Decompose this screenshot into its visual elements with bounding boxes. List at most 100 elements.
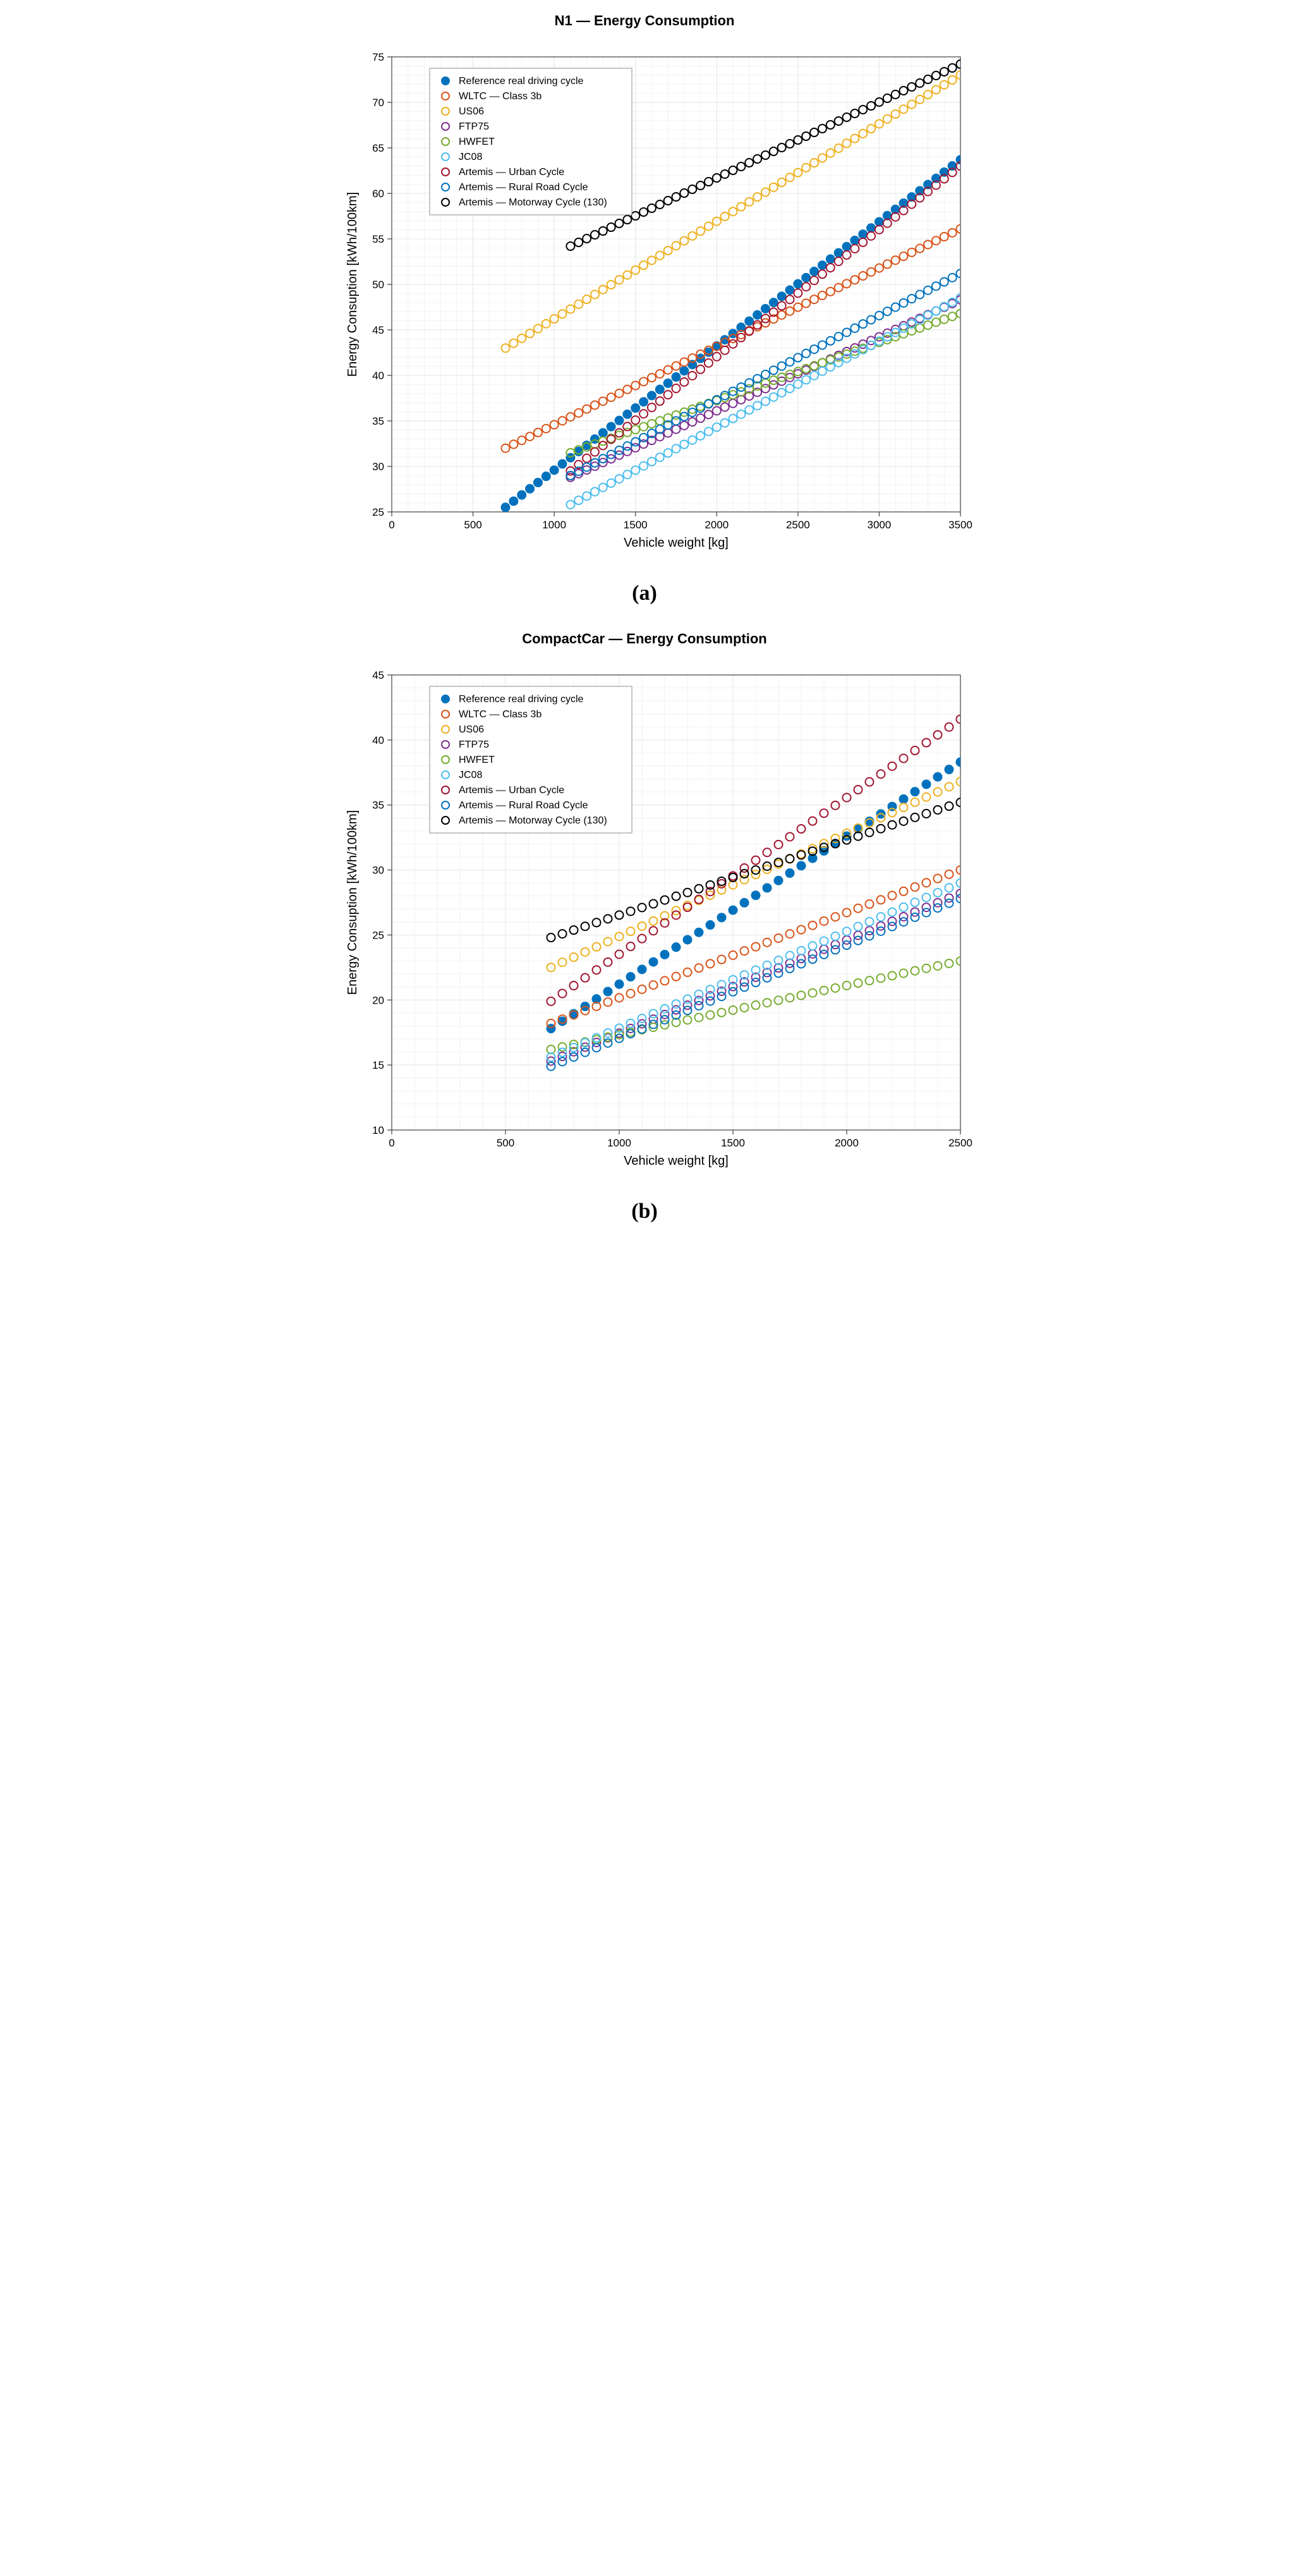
xlabel: Vehicle weight [kg] (624, 536, 729, 550)
ytick-label: 60 (372, 188, 384, 200)
legend-label: HWFET (459, 137, 495, 147)
marker (786, 286, 794, 295)
legend-label: HWFET (459, 755, 495, 765)
marker (650, 958, 658, 966)
marker (672, 373, 681, 381)
chart-b: CompactCar — Energy Consumption 0 500 1000 1… (341, 631, 948, 1174)
marker (661, 951, 669, 959)
marker (770, 298, 778, 307)
xtick-label: 1500 (721, 1137, 745, 1149)
marker (631, 404, 639, 412)
marker (599, 428, 607, 437)
marker (752, 891, 760, 899)
legend-label: US06 (459, 724, 484, 735)
marker (859, 230, 867, 238)
subcaption: (b) (13, 1200, 1276, 1224)
marker (517, 491, 526, 499)
marker (604, 987, 612, 995)
legend-marker (442, 695, 449, 703)
marker (875, 217, 883, 226)
legend-label: Artemis — Urban Cycle (459, 785, 564, 796)
chart-title: CompactCar — Energy Consumption (341, 631, 948, 647)
marker (680, 367, 688, 375)
marker (684, 935, 692, 944)
marker (526, 485, 534, 493)
marker (559, 460, 567, 468)
marker (623, 410, 631, 418)
legend-label: Artemis — Rural Road Cycle (459, 800, 588, 811)
marker (883, 212, 892, 220)
marker (763, 884, 772, 892)
marker (615, 980, 624, 988)
marker (706, 921, 715, 929)
chart-svg: 0500100015002000250030003500253035404550… (341, 32, 973, 556)
legend-label: FTP75 (459, 739, 489, 750)
marker (502, 503, 510, 511)
marker (786, 869, 794, 877)
marker (627, 973, 635, 981)
xtick-label: 0 (389, 519, 394, 531)
legend-label: Artemis — Motorway Cycle (130) (459, 197, 607, 208)
legend-label: Artemis — Urban Cycle (459, 167, 564, 178)
xtick-label: 0 (389, 1137, 394, 1149)
ytick-label: 35 (372, 415, 384, 427)
marker (867, 224, 875, 232)
xtick-label: 2500 (786, 519, 810, 531)
ytick-label: 50 (372, 279, 384, 291)
marker (607, 423, 615, 431)
marker (745, 317, 753, 325)
ytick-label: 40 (372, 370, 384, 382)
marker (741, 899, 749, 907)
legend-label: Artemis — Rural Road Cycle (459, 182, 588, 193)
legend-label: US06 (459, 106, 484, 117)
legend-label: Reference real driving cycle (459, 694, 584, 705)
marker (797, 861, 806, 870)
ytick-label: 25 (372, 506, 384, 518)
ytick-label: 55 (372, 233, 384, 245)
marker (664, 379, 672, 387)
legend-label: Artemis — Motorway Cycle (130) (459, 815, 607, 826)
legend-label: JC08 (459, 770, 482, 781)
legend: Reference real driving cycle WLTC — Class… (430, 68, 632, 215)
ytick-label: 20 (372, 994, 384, 1006)
marker (911, 787, 919, 796)
xtick-label: 2000 (835, 1137, 859, 1149)
xtick-label: 1000 (542, 519, 566, 531)
legend-label: Reference real driving cycle (459, 76, 584, 87)
marker (656, 386, 664, 394)
xtick-label: 3000 (868, 519, 892, 531)
xtick-label: 500 (497, 1137, 514, 1149)
marker (835, 249, 843, 257)
legend-label: WLTC — Class 3b (459, 91, 542, 102)
marker (900, 795, 908, 803)
xtick-label: 2000 (705, 519, 729, 531)
marker (761, 305, 770, 313)
marker (843, 243, 851, 251)
ytick-label: 75 (372, 51, 384, 63)
marker (802, 274, 810, 282)
ylabel: Energy Consuption [kWh/100km] (346, 810, 360, 995)
marker (850, 236, 859, 245)
ylabel: Energy Consuption [kWh/100km] (346, 192, 360, 377)
marker (957, 758, 965, 766)
xtick-label: 1500 (624, 519, 648, 531)
ytick-label: 10 (372, 1124, 384, 1136)
marker (934, 773, 942, 781)
marker (534, 478, 542, 487)
ytick-label: 25 (372, 929, 384, 941)
xtick-label: 500 (464, 519, 481, 531)
marker (729, 906, 737, 914)
marker (639, 398, 648, 406)
xtick-label: 1000 (607, 1137, 631, 1149)
ytick-label: 40 (372, 734, 384, 746)
ytick-label: 30 (372, 461, 384, 473)
marker (826, 255, 835, 263)
marker (818, 261, 826, 269)
chart-svg: 050010001500200025001015202530354045Vehi… (341, 650, 973, 1174)
ytick-label: 35 (372, 799, 384, 811)
legend-label: FTP75 (459, 121, 489, 132)
marker (550, 466, 559, 474)
marker (509, 497, 517, 505)
legend-label: WLTC — Class 3b (459, 709, 542, 720)
ytick-label: 45 (372, 669, 384, 681)
